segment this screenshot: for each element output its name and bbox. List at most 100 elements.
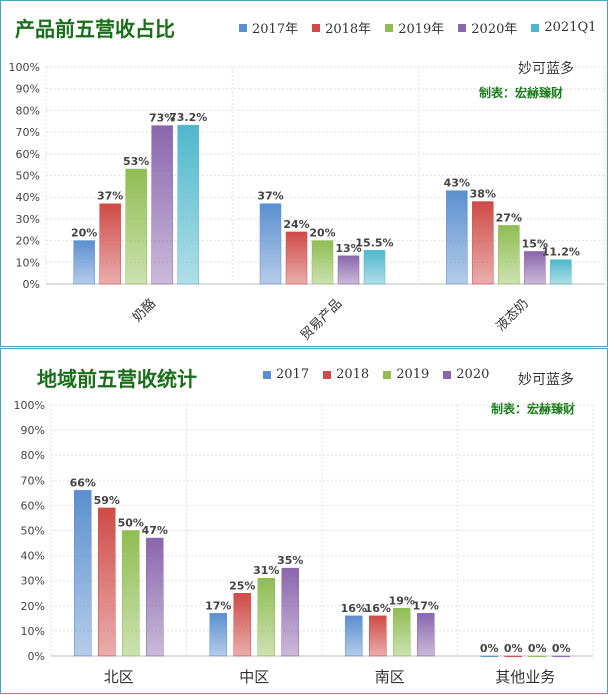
- bar: [281, 567, 299, 657]
- bar: [99, 203, 121, 285]
- y-tick-label: 20%: [21, 600, 45, 613]
- data-label: 35%: [277, 554, 303, 567]
- legend-label: 2020: [456, 367, 490, 382]
- data-label: 25%: [229, 579, 255, 592]
- data-label: 37%: [257, 190, 283, 203]
- category-label: 南区: [375, 668, 405, 686]
- y-tick-label: 30%: [21, 575, 45, 588]
- bar: [550, 259, 572, 285]
- brand-label: 妙可蓝多: [518, 61, 574, 77]
- bar: [311, 240, 334, 285]
- bar: [417, 613, 435, 657]
- bar: [122, 530, 140, 657]
- bar: [257, 577, 275, 657]
- data-label: 15.5%: [355, 236, 393, 249]
- data-label: 16%: [365, 602, 391, 615]
- legend-swatch: [263, 370, 271, 379]
- data-label: 24%: [283, 218, 309, 231]
- legend-item: 2019: [383, 367, 429, 382]
- data-label: 47%: [142, 524, 168, 537]
- data-label: 0%: [552, 642, 571, 655]
- legend-swatch: [385, 23, 394, 32]
- data-label: 11.2%: [542, 246, 580, 259]
- y-tick-label: 90%: [21, 424, 45, 437]
- data-label: 73%: [149, 112, 175, 125]
- legend-label: 2017: [276, 367, 310, 382]
- legend-label: 2019: [396, 367, 430, 382]
- bar: [259, 203, 282, 285]
- data-label: 19%: [389, 594, 415, 607]
- bar: [345, 615, 363, 657]
- legend-swatch: [458, 23, 467, 32]
- bar: [151, 125, 173, 285]
- y-tick-label: 80%: [16, 104, 40, 117]
- legend-item: 2017年: [239, 18, 298, 37]
- data-label: 0%: [480, 642, 499, 655]
- bar: [498, 225, 520, 285]
- legend-swatch: [239, 23, 247, 32]
- y-tick-label: 10%: [21, 625, 45, 638]
- bar: [74, 490, 92, 657]
- legend-label: 2021Q1: [544, 20, 597, 35]
- data-label: 66%: [70, 476, 96, 489]
- credit-label: 制表：宏赫臻财: [479, 86, 564, 100]
- brand-label: 妙可蓝多: [518, 372, 574, 388]
- bar: [504, 655, 522, 658]
- bar: [73, 240, 95, 285]
- legend-item: 2021Q1: [531, 18, 596, 37]
- bar: [369, 615, 387, 657]
- y-tick-label: 50%: [16, 170, 40, 183]
- y-tick-label: 70%: [21, 474, 45, 487]
- bar: [480, 655, 498, 658]
- y-tick-label: 60%: [21, 499, 45, 512]
- category-label: 中区: [239, 668, 269, 686]
- bar: [472, 201, 494, 285]
- region-revenue-chart-panel: 地域前五营收统计 2017 2018 2019 2020 妙可蓝多 制表：宏赫臻财 0…: [0, 348, 608, 694]
- legend-item: 2020: [443, 367, 489, 382]
- bar: [524, 251, 546, 285]
- y-tick-label: 0%: [28, 650, 45, 663]
- chart-legend: 2017年 2018年 2019年 2020年 2021Q1: [239, 18, 596, 37]
- y-tick-label: 10%: [16, 256, 40, 269]
- bar: [209, 613, 227, 657]
- data-label: 43%: [444, 177, 470, 190]
- bar: [233, 593, 251, 657]
- data-label: 37%: [97, 190, 123, 203]
- bar: [393, 608, 411, 657]
- data-label: 17%: [413, 599, 439, 612]
- legend-swatch: [383, 370, 392, 379]
- category-label: 北区: [104, 668, 134, 686]
- data-label: 53%: [123, 155, 149, 168]
- y-tick-label: 20%: [16, 235, 40, 248]
- data-label: 20%: [309, 227, 335, 240]
- legend-swatch: [531, 23, 540, 32]
- bar: [177, 124, 199, 285]
- bar: [146, 537, 164, 657]
- data-label: 27%: [496, 211, 522, 224]
- data-label: 13%: [335, 242, 361, 255]
- legend-item: 2020年: [458, 18, 517, 37]
- legend-item: 2017: [263, 367, 309, 382]
- bar: [125, 168, 147, 285]
- y-tick-label: 0%: [23, 278, 40, 291]
- data-label: 16%: [341, 602, 367, 615]
- y-tick-label: 100%: [14, 399, 45, 412]
- data-label: 38%: [470, 188, 496, 201]
- chart-legend: 2017 2018 2019 2020: [263, 367, 489, 382]
- bar: [285, 231, 308, 285]
- data-label: 59%: [94, 494, 120, 507]
- legend-swatch: [443, 370, 452, 379]
- legend-label: 2018年: [325, 22, 372, 37]
- y-tick-label: 90%: [16, 83, 40, 96]
- data-label: 73.2%: [169, 111, 207, 124]
- y-tick-label: 50%: [21, 525, 45, 538]
- bar: [337, 255, 360, 285]
- data-label: 50%: [118, 517, 144, 530]
- bar: [363, 250, 386, 285]
- y-tick-label: 100%: [9, 61, 40, 74]
- bar: [552, 655, 570, 658]
- data-label: 0%: [504, 642, 523, 655]
- y-tick-label: 60%: [16, 148, 40, 161]
- legend-label: 2018: [336, 367, 370, 382]
- legend-item: 2019年: [385, 18, 444, 37]
